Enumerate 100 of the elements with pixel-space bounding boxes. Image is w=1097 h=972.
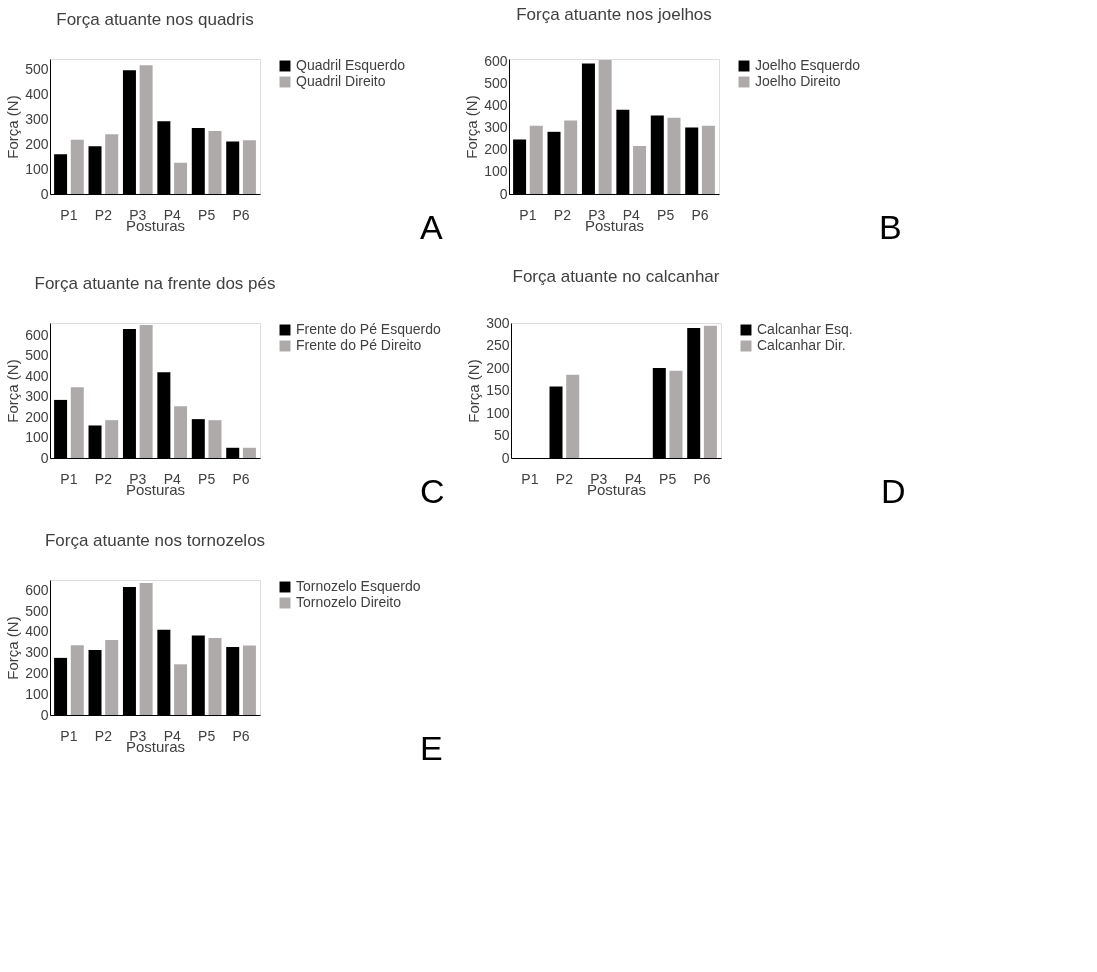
- y-axis-title: Força (N): [4, 616, 22, 680]
- bar: [598, 60, 612, 194]
- y-tick-label: 100: [486, 404, 510, 421]
- y-tick-label: 600: [25, 581, 49, 598]
- y-tick-label: 0: [501, 449, 510, 466]
- text: D: [881, 472, 906, 510]
- x-tick-label: P5: [198, 206, 216, 223]
- bar: [566, 374, 580, 458]
- y-tick-label: 300: [484, 119, 508, 136]
- legend-label: Quadril Esquerdo: [296, 57, 406, 73]
- text: A: [420, 208, 443, 246]
- text: B: [879, 208, 902, 246]
- legend-label: Frente do Pé Direito: [296, 337, 422, 353]
- chart-title: Força atuante no calcanhar: [512, 267, 720, 286]
- y-axis-title: Força (N): [4, 359, 22, 423]
- text: E: [420, 729, 443, 767]
- bar: [105, 640, 119, 715]
- y-tick-label: 250: [486, 337, 510, 353]
- y-tick-label: 400: [25, 85, 49, 102]
- x-tick-label: P1: [60, 470, 78, 487]
- chart-title: Força atuante na frente dos pés: [34, 274, 276, 293]
- x-tick-label: P5: [657, 206, 675, 223]
- bar: [208, 131, 222, 194]
- y-tick-label: 500: [25, 602, 49, 619]
- bar: [139, 65, 153, 194]
- x-tick-label: P1: [60, 206, 78, 223]
- x-tick-label: P2: [555, 470, 574, 487]
- bar: [564, 120, 578, 194]
- y-tick-label: 300: [25, 110, 49, 127]
- legend-label: Tornozelo Direito: [296, 594, 402, 610]
- y-axis-title: Força (N): [463, 95, 481, 159]
- y-axis-title: Força (N): [4, 95, 22, 159]
- chart-title: Força atuante nos tornozelos: [44, 531, 266, 550]
- bar: [242, 645, 256, 715]
- y-tick-label: 600: [484, 52, 508, 69]
- y-tick-label: 500: [25, 60, 49, 77]
- y-tick-label: 400: [25, 623, 49, 640]
- y-tick-label: 200: [484, 141, 508, 158]
- bar: [633, 145, 647, 194]
- x-tick-label: P1: [519, 206, 537, 223]
- bar: [667, 117, 681, 194]
- x-tick-label: P5: [198, 470, 216, 487]
- bar: [174, 406, 188, 458]
- x-tick-label: P2: [94, 470, 113, 487]
- y-tick-label: 200: [486, 359, 510, 376]
- bar: [174, 162, 188, 194]
- x-tick-label: P4: [163, 206, 181, 223]
- y-tick-label: 500: [25, 347, 49, 364]
- bar: [70, 645, 84, 715]
- bar: [529, 125, 543, 194]
- legend-label: Tornozelo Esquerdo: [296, 578, 421, 594]
- bar: [70, 387, 84, 458]
- bar: [669, 370, 683, 458]
- y-tick-label: 200: [25, 408, 49, 425]
- chart-title: Força atuante nos quadris: [56, 10, 254, 29]
- bar: [139, 583, 153, 715]
- y-tick-label: 200: [25, 664, 49, 681]
- y-tick-label: 300: [486, 314, 510, 331]
- y-axis-title: Força (N): [465, 359, 483, 423]
- y-tick-label: 100: [484, 163, 508, 180]
- x-tick-label: P6: [232, 727, 250, 744]
- x-tick-label: P4: [163, 727, 181, 744]
- legend-label: Joelho Direito: [755, 73, 841, 89]
- y-tick-label: 100: [25, 685, 49, 702]
- y-tick-label: 100: [25, 160, 49, 177]
- y-tick-label: 100: [25, 429, 49, 446]
- x-tick-label: P6: [232, 470, 250, 487]
- y-tick-label: 600: [25, 326, 49, 343]
- x-tick-label: P5: [198, 727, 216, 744]
- y-tick-label: 0: [40, 706, 49, 723]
- y-tick-label: 50: [493, 427, 510, 443]
- x-tick-label: P6: [691, 206, 709, 223]
- text: C: [420, 472, 445, 510]
- x-tick-label: P5: [659, 470, 677, 487]
- bar: [208, 637, 222, 715]
- bar: [174, 664, 188, 715]
- bar: [701, 125, 715, 194]
- bar: [208, 420, 222, 458]
- y-tick-label: 300: [25, 388, 49, 405]
- x-tick-label: P1: [60, 727, 78, 744]
- bar: [105, 420, 119, 458]
- x-tick-label: P4: [622, 206, 640, 223]
- y-tick-label: 0: [40, 449, 49, 466]
- bar: [242, 447, 256, 458]
- legend-label: Frente do Pé Esquerdo: [296, 321, 441, 337]
- x-tick-label: P2: [94, 206, 113, 223]
- y-tick-label: 150: [486, 382, 510, 398]
- x-tick-label: P2: [94, 727, 113, 744]
- y-tick-label: 200: [25, 135, 49, 152]
- x-tick-label: P1: [521, 470, 539, 487]
- x-tick-label: P6: [693, 470, 711, 487]
- y-tick-label: 400: [25, 367, 49, 384]
- y-tick-label: 500: [484, 74, 508, 91]
- bar: [242, 140, 256, 194]
- bar: [70, 139, 84, 194]
- chart-title: Força atuante nos joelhos: [516, 5, 712, 25]
- bar: [703, 325, 717, 458]
- y-tick-label: 300: [25, 644, 49, 661]
- x-tick-label: P4: [163, 470, 181, 487]
- bar: [105, 134, 119, 194]
